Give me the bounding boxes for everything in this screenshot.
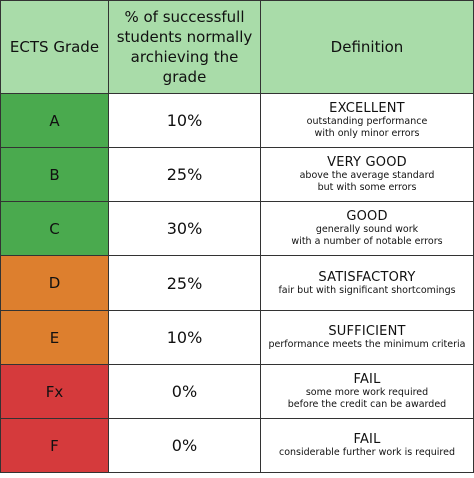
definition-title: FAIL: [353, 432, 381, 447]
header-percent-line3: archieving the grade: [130, 48, 239, 86]
percent-cell: 10%: [108, 310, 261, 365]
definition-desc-line2: but with some errors: [317, 182, 417, 193]
definition-desc-line1: fair but with significant shortcomings: [278, 284, 456, 296]
definition-title: GOOD: [346, 209, 388, 224]
table-row: Fx 0% FAIL some more work required befor…: [0, 364, 474, 419]
grade-cell: C: [0, 201, 109, 256]
header-percent-line1: % of successfull: [124, 8, 245, 26]
definition-cell: EXCELLENT outstanding performance with o…: [260, 93, 474, 148]
percent-cell: 10%: [108, 93, 261, 148]
percent-cell: 0%: [108, 364, 261, 419]
definition-desc-line1: performance meets the minimum criteria: [268, 339, 466, 350]
table-row: C 30% GOOD generally sound work with a n…: [0, 201, 474, 256]
percent-cell: 25%: [108, 255, 261, 311]
header-percent-line2: students normally: [116, 28, 253, 46]
table-row: A 10% EXCELLENT outstanding performance …: [0, 93, 474, 148]
definition-cell: FAIL considerable further work is requir…: [260, 418, 474, 473]
definition-desc-line2: with only minor errors: [314, 128, 420, 139]
definition-cell: SATISFACTORY fair but with significant s…: [260, 255, 474, 311]
definition-cell: FAIL some more work required before the …: [260, 364, 474, 419]
grade-cell: E: [0, 310, 109, 365]
definition-desc-line1: outstanding performance: [306, 116, 428, 127]
definition-title: SUFFICIENT: [328, 324, 406, 339]
table-row: B 25% VERY GOOD above the average standa…: [0, 147, 474, 202]
definition-desc-line2: before the credit can be awarded: [287, 399, 447, 410]
table-body: A 10% EXCELLENT outstanding performance …: [0, 93, 474, 473]
percent-cell: 30%: [108, 201, 261, 256]
definition-cell: GOOD generally sound work with a number …: [260, 201, 474, 256]
table-row: D 25% SATISFACTORY fair but with signifi…: [0, 255, 474, 311]
definition-desc-line1: considerable further work is required: [279, 447, 455, 458]
header-ects-grade: ECTS Grade: [0, 0, 109, 94]
definition-cell: VERY GOOD above the average standard but…: [260, 147, 474, 202]
grade-cell: A: [0, 93, 109, 148]
grade-cell: Fx: [0, 364, 109, 419]
percent-cell: 25%: [108, 147, 261, 202]
grade-cell: F: [0, 418, 109, 473]
definition-desc-line2: with a number of notable errors: [291, 236, 443, 247]
header-ects-grade-label: ECTS Grade: [9, 38, 100, 56]
definition-title: SATISFACTORY: [318, 269, 416, 285]
table-row: F 0% FAIL considerable further work is r…: [0, 418, 474, 473]
definition-desc-line1: above the average standard: [299, 170, 435, 181]
definition-title: VERY GOOD: [327, 155, 407, 170]
header-percent: % of successfull students normally archi…: [108, 0, 261, 94]
definition-cell: SUFFICIENT performance meets the minimum…: [260, 310, 474, 365]
definition-desc-line1: generally sound work: [315, 224, 419, 235]
header-definition: Definition: [260, 0, 474, 94]
table-header: ECTS Grade % of successfull students nor…: [0, 0, 474, 94]
definition-title: EXCELLENT: [329, 101, 405, 116]
table-row: E 10% SUFFICIENT performance meets the m…: [0, 310, 474, 365]
definition-desc-line1: some more work required: [305, 387, 429, 398]
grade-cell: D: [0, 255, 109, 311]
definition-title: FAIL: [353, 372, 381, 387]
grade-cell: B: [0, 147, 109, 202]
header-definition-label: Definition: [330, 38, 404, 56]
percent-cell: 0%: [108, 418, 261, 473]
header-row: ECTS Grade % of successfull students nor…: [0, 0, 474, 94]
